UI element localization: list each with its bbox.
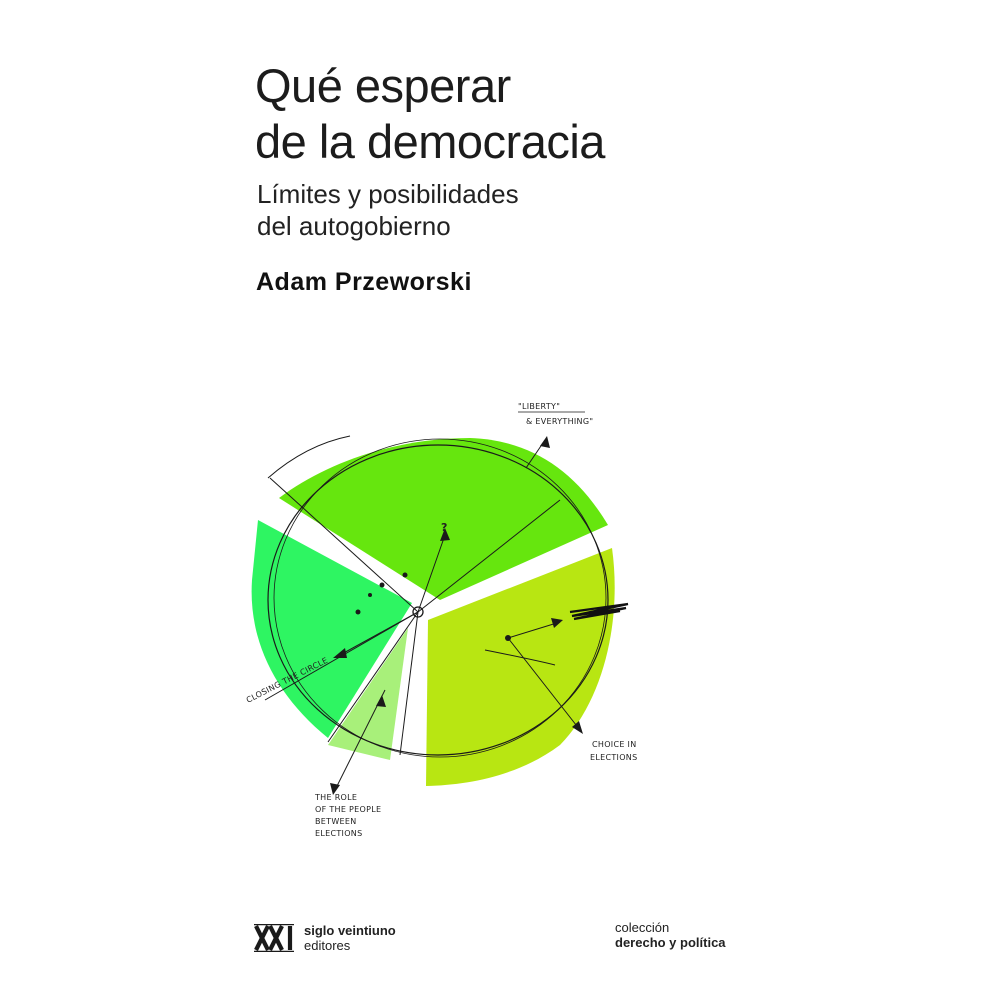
note-liberty-1: "LIBERTY": [518, 402, 560, 411]
note-liberty-2: & EVERYTHING": [526, 417, 593, 426]
collection-label: colección derecho y política: [615, 920, 726, 950]
publisher-name: siglo veintiuno editores: [304, 923, 396, 953]
publisher-line-2: editores: [304, 938, 351, 953]
title-line-2: de la democracia: [255, 115, 605, 168]
right-slice: [426, 548, 615, 786]
note-choice-1: CHOICE IN: [592, 740, 637, 749]
subtitle-line-1: Límites y posibilidades: [257, 179, 519, 209]
sketch-circle: [267, 444, 609, 756]
note-role-4: ELECTIONS: [315, 829, 362, 838]
left-slice: [251, 520, 412, 738]
publisher-line-1: siglo veintiuno: [304, 923, 396, 938]
note-role-3: BETWEEN: [315, 817, 357, 826]
sketch-lines: [264, 435, 581, 791]
scribble-mark: [569, 602, 629, 621]
siglo-xxi-logo-icon: [254, 924, 294, 952]
small-slice: [328, 628, 408, 760]
collection-line-2: derecho y política: [615, 935, 726, 950]
sketch-dots: [355, 572, 511, 641]
book-title: Qué esperar de la democracia: [255, 58, 605, 170]
sketch-circle-2: [273, 438, 607, 758]
collection-line-1: colección: [615, 920, 670, 935]
subtitle-line-2: del autogobierno: [257, 211, 451, 241]
note-role-2: OF THE PEOPLE: [315, 805, 381, 814]
top-slice: [279, 438, 608, 600]
title-line-1: Qué esperar: [255, 59, 511, 112]
cover-illustration: ? "LIBERTY" & EVERYTHING" CLOSING THE CI…: [245, 402, 637, 838]
note-role-1: THE ROLE: [314, 793, 357, 802]
book-subtitle: Límites y posibilidades del autogobierno: [257, 178, 519, 242]
question-mark: ?: [441, 521, 448, 534]
note-choice-2: ELECTIONS: [590, 753, 637, 762]
book-author: Adam Przeworski: [256, 268, 472, 296]
publisher-logo: siglo veintiuno editores: [254, 920, 544, 960]
sketch-arrows: [330, 436, 583, 795]
